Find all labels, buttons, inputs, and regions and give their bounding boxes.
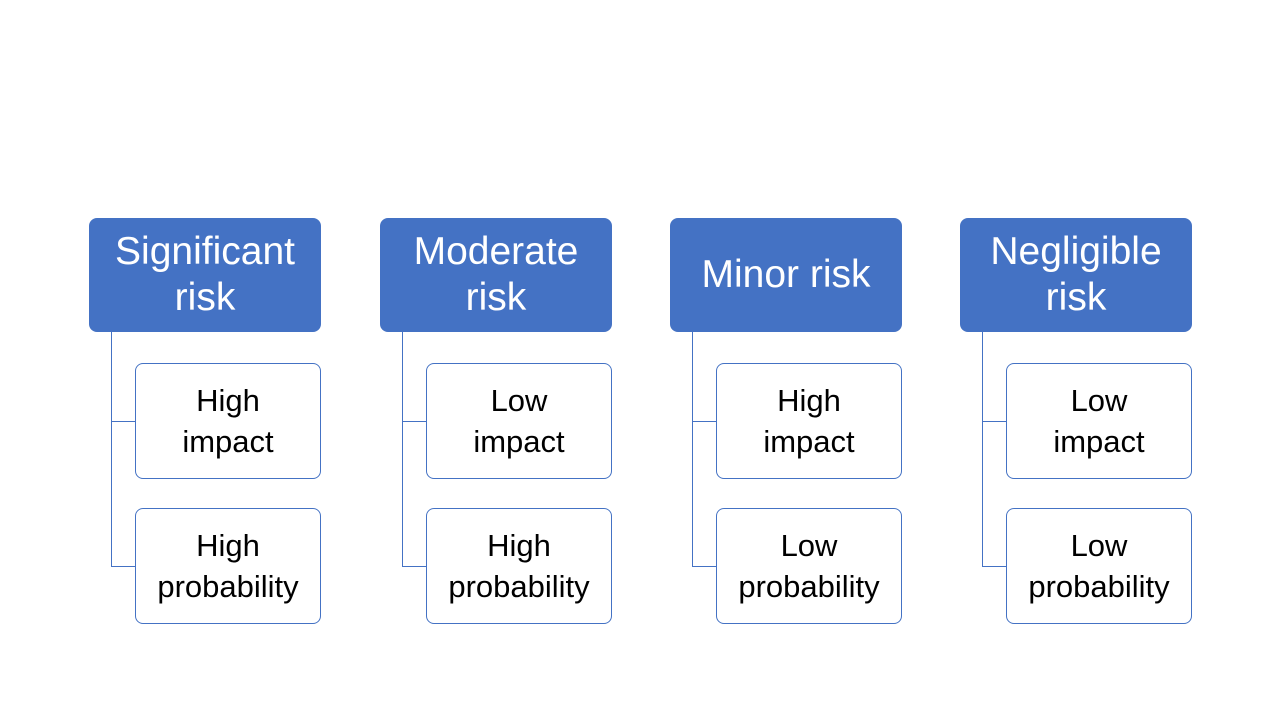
risk-group-moderate: Moderate risk Low impact High probabilit… xyxy=(380,218,612,628)
risk-header: Negligible risk xyxy=(960,218,1192,332)
connector-branch xyxy=(402,566,426,567)
probability-box: High probability xyxy=(135,508,321,624)
impact-box: Low impact xyxy=(1006,363,1192,479)
probability-line: Low xyxy=(780,528,838,563)
probability-box: Low probability xyxy=(1006,508,1192,624)
risk-group-negligible: Negligible risk Low impact Low probabili… xyxy=(960,218,1192,628)
impact-line: impact xyxy=(473,424,565,459)
impact-line: Low xyxy=(1070,383,1128,418)
connector-line xyxy=(111,332,135,566)
risk-header-line: Negligible xyxy=(990,230,1162,273)
connector-line xyxy=(402,332,426,566)
probability-box: Low probability xyxy=(716,508,902,624)
risk-header: Moderate risk xyxy=(380,218,612,332)
impact-line: High xyxy=(196,383,260,418)
probability-line: probability xyxy=(448,569,590,604)
risk-group-significant: Significant risk High impact High probab… xyxy=(89,218,321,628)
impact-line: Low xyxy=(490,383,548,418)
impact-box: High impact xyxy=(716,363,902,479)
risk-header-line: risk xyxy=(174,276,236,319)
risk-header-line: Minor risk xyxy=(701,253,871,296)
impact-line: impact xyxy=(1053,424,1145,459)
connector-line xyxy=(692,332,716,566)
connector-branch xyxy=(982,421,1006,422)
risk-header-line: Moderate xyxy=(413,230,579,273)
risk-header-line: risk xyxy=(465,276,527,319)
impact-box: High impact xyxy=(135,363,321,479)
impact-box: Low impact xyxy=(426,363,612,479)
impact-line: impact xyxy=(763,424,855,459)
risk-header-line: risk xyxy=(1045,276,1107,319)
connector-branch xyxy=(111,421,135,422)
impact-line: impact xyxy=(182,424,274,459)
connector-branch xyxy=(692,421,716,422)
probability-line: Low xyxy=(1070,528,1128,563)
risk-group-minor: Minor risk High impact Low probability xyxy=(670,218,902,628)
risk-header: Minor risk xyxy=(670,218,902,332)
impact-line: High xyxy=(777,383,841,418)
probability-line: probability xyxy=(157,569,299,604)
probability-line: probability xyxy=(1028,569,1170,604)
risk-header-line: Significant xyxy=(115,230,295,273)
connector-branch xyxy=(692,566,716,567)
probability-box: High probability xyxy=(426,508,612,624)
connector-branch xyxy=(982,566,1006,567)
connector-line xyxy=(982,332,1006,566)
risk-header: Significant risk xyxy=(89,218,321,332)
connector-branch xyxy=(111,566,135,567)
probability-line: High xyxy=(487,528,551,563)
probability-line: High xyxy=(196,528,260,563)
connector-branch xyxy=(402,421,426,422)
probability-line: probability xyxy=(738,569,880,604)
